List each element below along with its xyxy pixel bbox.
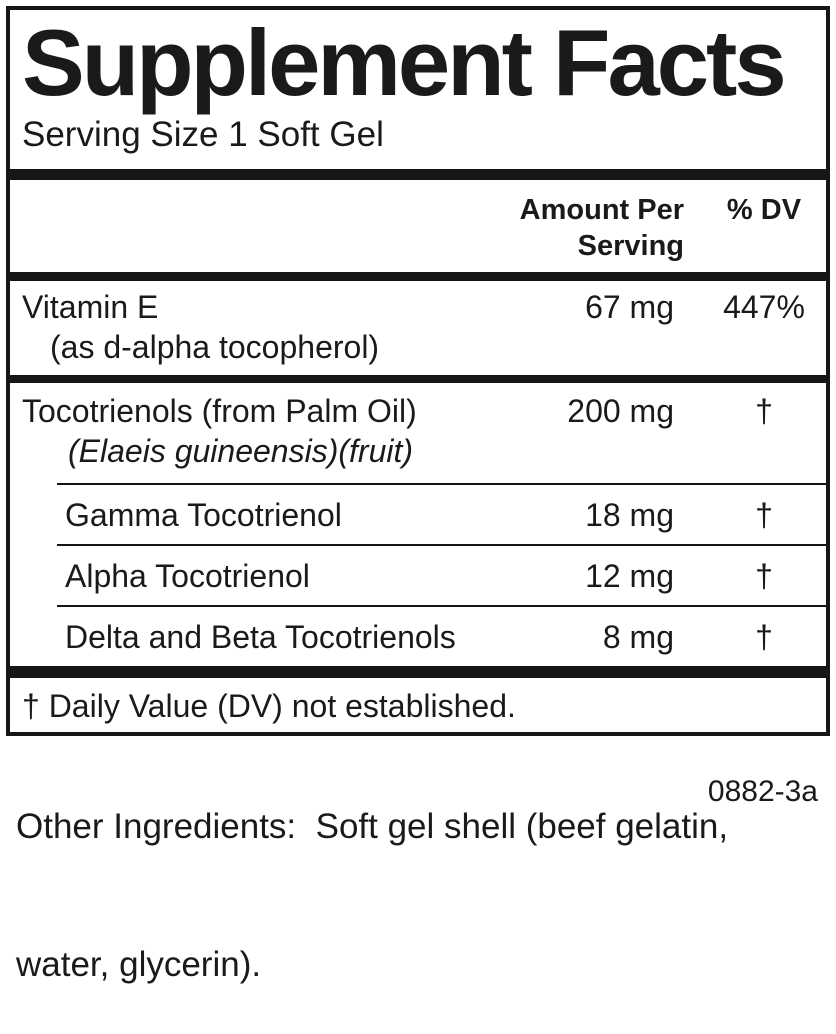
serving-size: Serving Size 1 Soft Gel xyxy=(22,115,384,154)
nutrient-amount: 200 mg xyxy=(567,393,674,429)
column-header-amount: Amount Per Serving xyxy=(519,194,684,262)
nutrient-name: Gamma Tocotrienol xyxy=(65,497,342,533)
column-header-row: Amount Per Serving % DV xyxy=(10,180,826,272)
nutrient-name: Vitamin E xyxy=(22,289,159,325)
table-row: Vitamin E 67 mg 447% xyxy=(22,287,826,327)
table-row: Gamma Tocotrienol 18 mg † xyxy=(57,495,826,535)
nutrient-amount: 8 mg xyxy=(602,619,674,655)
nutrient-amount: 18 mg xyxy=(585,497,674,533)
nutrient-name: Tocotrienols (from Palm Oil) xyxy=(22,393,417,429)
column-header-dv: % DV xyxy=(726,194,802,226)
nutrient-dv: † xyxy=(755,393,773,429)
nutrient-row-tocotrienols: Tocotrienols (from Palm Oil) 200 mg † (E… xyxy=(10,383,826,483)
nutrient-row-alpha-tocotrienol: Alpha Tocotrienol 12 mg † xyxy=(57,544,826,605)
nutrient-detail-botanical: (Elaeis guineensis)(fruit) xyxy=(68,433,414,469)
divider-below-vitamin-e xyxy=(10,375,826,383)
nutrient-row-delta-beta-tocotrienols: Delta and Beta Tocotrienols 8 mg † xyxy=(57,605,826,666)
panel-title: Supplement Facts xyxy=(22,10,787,115)
nutrient-name: Delta and Beta Tocotrienols xyxy=(65,619,456,655)
table-row: Alpha Tocotrienol 12 mg † xyxy=(57,556,826,596)
table-row: Tocotrienols (from Palm Oil) 200 mg † xyxy=(22,391,826,431)
nutrient-amount: 67 mg xyxy=(585,289,674,325)
daily-value-footnote: † Daily Value (DV) not established. xyxy=(22,688,516,724)
table-row: Delta and Beta Tocotrienols 8 mg † xyxy=(57,617,826,657)
nutrient-dv: 447% xyxy=(723,289,805,325)
supplement-facts-panel: Supplement Facts Serving Size 1 Soft Gel… xyxy=(6,6,830,736)
nutrient-amount: 12 mg xyxy=(585,558,674,594)
nutrient-dv: † xyxy=(755,497,773,533)
nutrient-name: Alpha Tocotrienol xyxy=(65,558,310,594)
divider-thick-top xyxy=(10,169,826,180)
nutrient-detail: (as d-alpha tocopherol) xyxy=(50,329,380,365)
nutrient-row-vitamin-e: Vitamin E 67 mg 447% (as d-alpha tocophe… xyxy=(10,281,826,375)
other-ingredients: Other Ingredients: Soft gel shell (beef … xyxy=(16,712,820,1034)
other-ingredients-line2: water, glycerin). xyxy=(16,945,262,984)
divider-thick-bottom xyxy=(10,666,826,678)
nutrient-dv: † xyxy=(755,558,773,594)
nutrient-dv: † xyxy=(755,619,773,655)
other-ingredients-line1: Other Ingredients: Soft gel shell (beef … xyxy=(16,807,729,846)
label-code: 0882-3a xyxy=(707,775,818,808)
nutrient-row-gamma-tocotrienol: Gamma Tocotrienol 18 mg † xyxy=(57,483,826,544)
divider-below-header xyxy=(10,272,826,281)
